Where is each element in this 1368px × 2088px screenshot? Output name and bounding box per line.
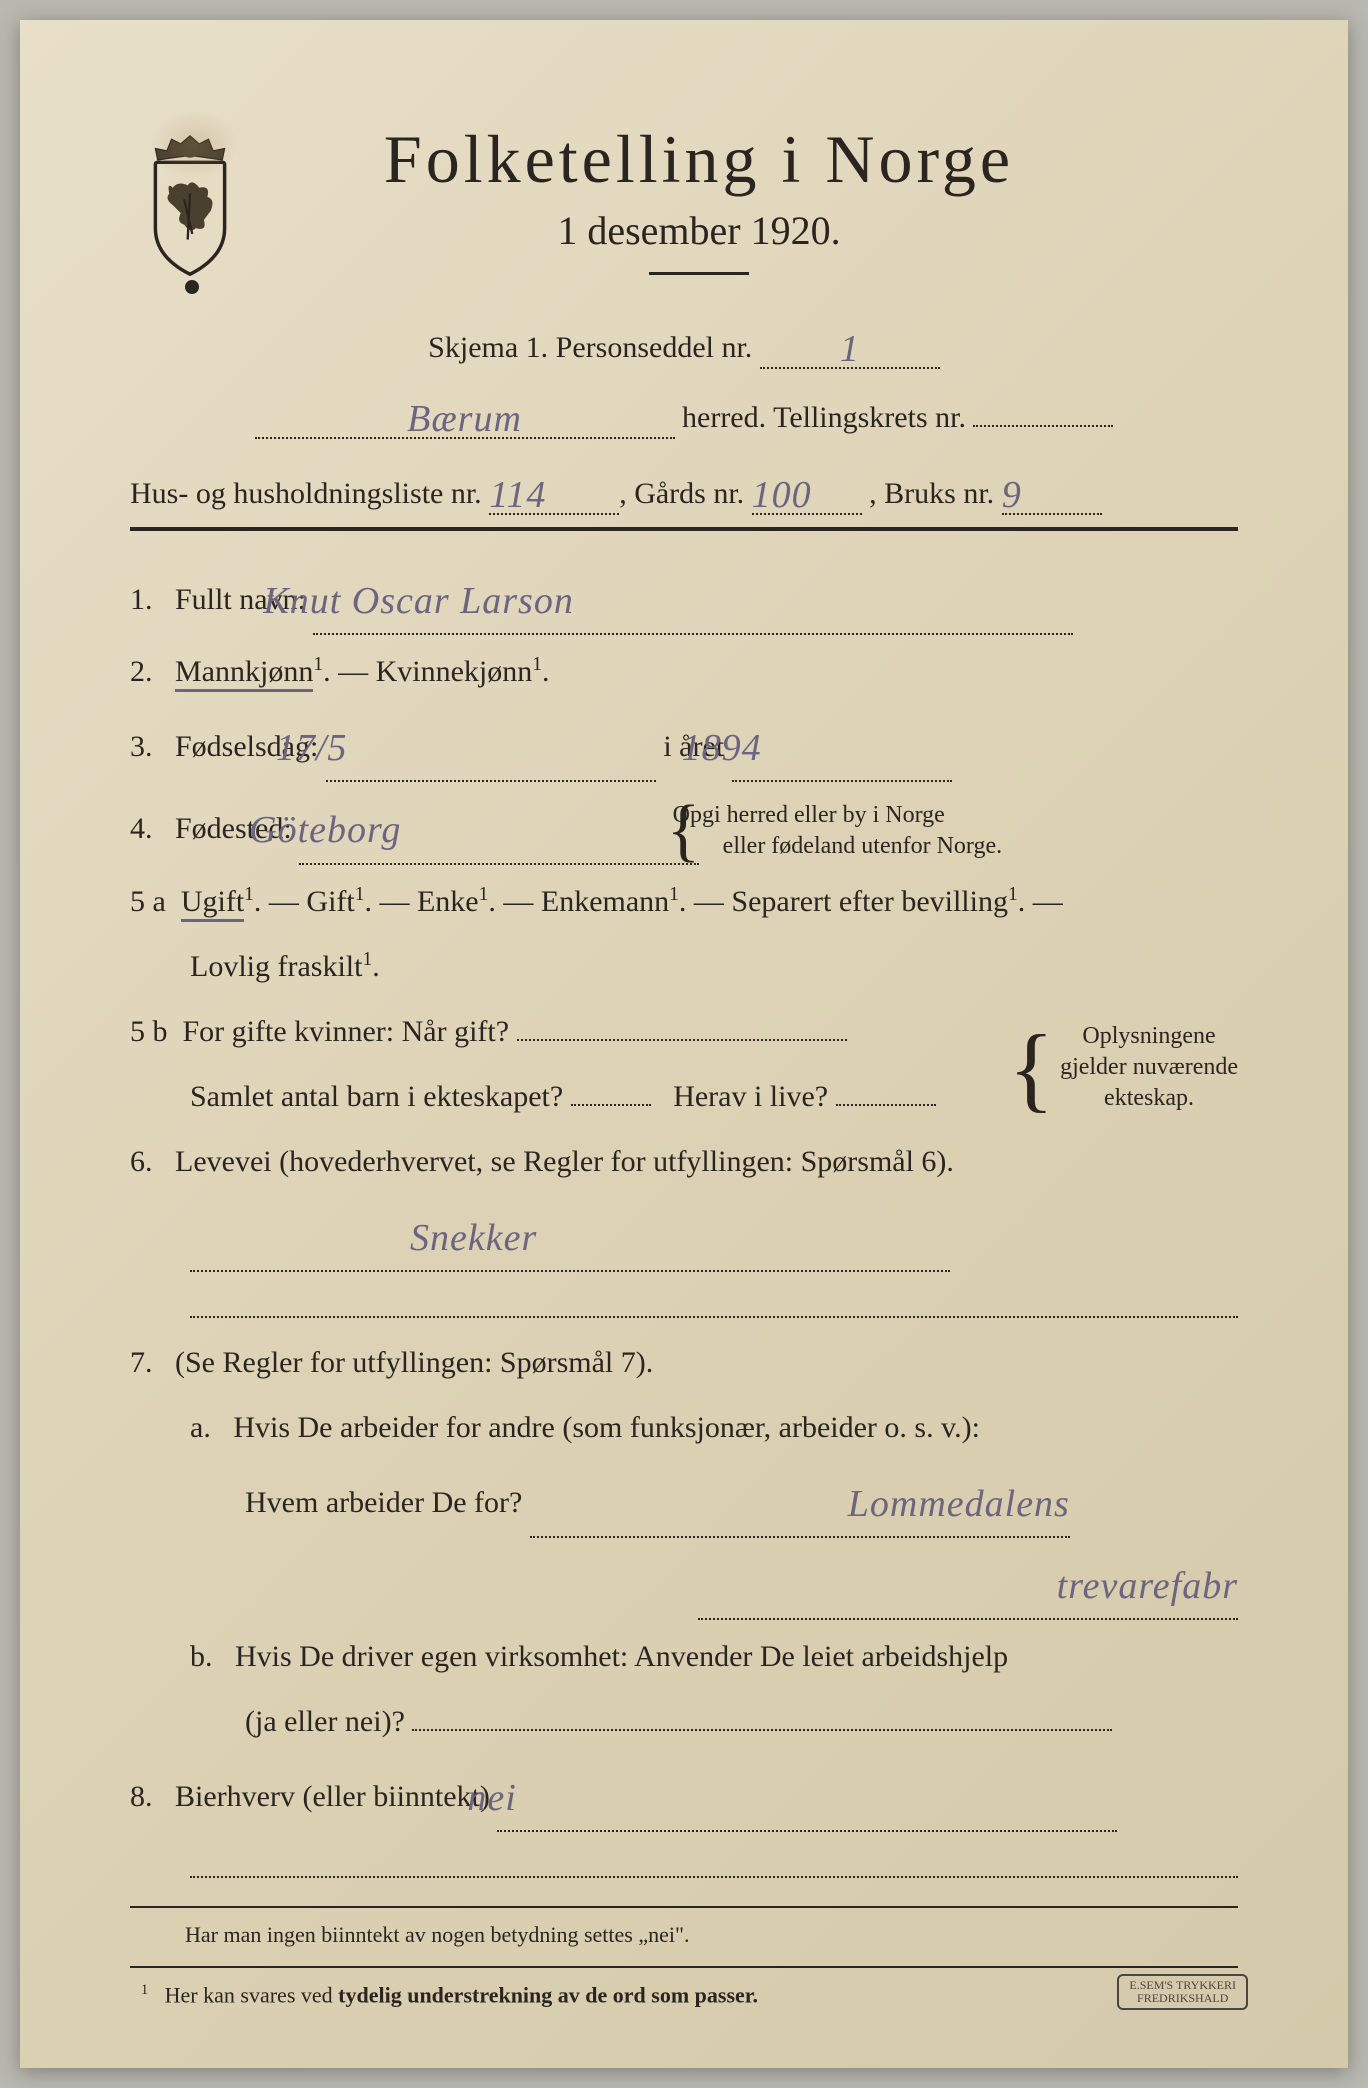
bruks-label: , Bruks nr.: [869, 477, 994, 510]
q7a-line2: Hvem arbeider De for? Lommedalens: [130, 1464, 1238, 1538]
q7b-line2-label: (ja eller nei)?: [245, 1705, 405, 1738]
q8: 8. Bierhverv (eller biinntekt) nei: [130, 1758, 1238, 1832]
q5b-line1a: For gifte kvinner: Når gift?: [183, 1015, 510, 1048]
q4-note1: Opgi herred eller by i Norge: [673, 802, 945, 828]
header: Folketelling i Norge 1 desember 1920.: [130, 120, 1238, 303]
bruks-nr: 9: [1002, 474, 1022, 516]
q7-label: (Se Regler for utfyllingen: Spørsmål 7).: [175, 1346, 653, 1379]
q5a-lov: Lovlig fraskilt: [190, 950, 362, 983]
q6-value: Snekker: [190, 1217, 537, 1259]
thick-rule: [130, 527, 1238, 531]
fn-num: 1: [141, 1982, 148, 1998]
q7: 7. (Se Regler for utfyllingen: Spørsmål …: [130, 1334, 1238, 1391]
gards-label: , Gårds nr.: [619, 477, 744, 510]
stamp-line1: E.SEM'S TRYKKERI: [1129, 1978, 1236, 1992]
husliste-nr: 114: [489, 474, 546, 516]
footnote: 1 Her kan svares ved tydelig understrekn…: [130, 1982, 1238, 2008]
q5b-note2: gjelder nuværende: [1060, 1054, 1238, 1080]
thin-rule-2: [130, 1966, 1238, 1968]
q7a-line2-label: Hvem arbeider De for?: [245, 1486, 522, 1519]
q2-num: 2.: [130, 655, 153, 688]
q7b-line2: (ja eller nei)?: [130, 1693, 1238, 1750]
q1-num: 1.: [130, 583, 153, 616]
q5a-ugift: Ugift: [181, 885, 244, 922]
q7b-line1: Hvis De driver egen virksomhet: Anvender…: [235, 1640, 1008, 1673]
herred-label: herred. Tellingskrets nr.: [682, 401, 966, 434]
q5a-gift: Gift: [306, 885, 354, 918]
q1: 1. Fullt navn: Knut Oscar Larson: [130, 561, 1238, 635]
q7-num: 7.: [130, 1346, 153, 1379]
herred-line: Bærum herred. Tellingskrets nr.: [130, 393, 1238, 439]
q5b-note3: ekteskap.: [1104, 1085, 1194, 1111]
subtitle: 1 desember 1920.: [280, 207, 1118, 254]
main-title: Folketelling i Norge: [280, 120, 1118, 199]
paper-stain: [150, 110, 240, 180]
q2-mann: Mannkjønn: [175, 655, 313, 692]
q7b-label: b.: [190, 1640, 213, 1673]
personseddel-nr: 1: [840, 328, 860, 370]
husliste-prefix: Hus- og husholdningsliste nr.: [130, 477, 482, 510]
q3-num: 3.: [130, 730, 153, 763]
q4-note: { Opgi herred eller by i Norge eller fød…: [717, 800, 1002, 862]
q7a-value1: Lommedalens: [848, 1483, 1070, 1525]
q7b: b. Hvis De driver egen virksomhet: Anven…: [130, 1628, 1238, 1685]
q7a: a. Hvis De arbeider for andre (som funks…: [130, 1399, 1238, 1456]
husliste-line: Hus- og husholdningsliste nr. 114 , Gårds…: [130, 469, 1238, 515]
q5b-note1: Oplysningene: [1082, 1023, 1215, 1049]
title-divider: [649, 272, 749, 275]
printer-stamp: E.SEM'S TRYKKERI FREDRIKSHALD: [1117, 1974, 1248, 2010]
herred-value: Bærum: [407, 398, 522, 440]
title-block: Folketelling i Norge 1 desember 1920.: [280, 120, 1238, 303]
gards-nr: 100: [752, 474, 812, 516]
q5a-num: 5 a: [130, 885, 166, 918]
q8-label: Bierhverv (eller biinntekt): [175, 1780, 490, 1813]
q6-num: 6.: [130, 1145, 153, 1178]
q7a-value2: trevarefabr: [1057, 1565, 1238, 1607]
q1-value: Knut Oscar Larson: [263, 580, 574, 622]
q5b-line2b: Herav i live?: [673, 1080, 828, 1113]
q5a-enke: Enke: [417, 885, 479, 918]
q4-note2: eller fødeland utenfor Norge.: [723, 833, 1002, 859]
q4: 4. Fødested: Göteborg { Opgi herred elle…: [130, 790, 1238, 864]
q5a: 5 a Ugift1. — Gift1. — Enke1. — Enkemann…: [130, 873, 1238, 930]
q2: 2. Mannkjønn1. — Kvinnekjønn1.: [130, 643, 1238, 700]
q5b: 5 b For gifte kvinner: Når gift? Samlet …: [130, 1003, 1238, 1133]
q4-value: Göteborg: [249, 809, 401, 851]
skjema-label: Skjema 1. Personseddel nr.: [428, 331, 752, 364]
q5b-line2a: Samlet antal barn i ekteskapet?: [190, 1080, 563, 1113]
footer-note1: Har man ingen biinntekt av nogen betydni…: [130, 1922, 1238, 1948]
fn-bold: tydelig understrekning av de ord som pas…: [338, 1983, 758, 2008]
q5a-enkemann: Enkemann: [541, 885, 669, 918]
q5b-note: { Oplysningene gjelder nuværende ekteska…: [1008, 1021, 1238, 1115]
q6-answer: Snekker: [130, 1198, 1238, 1272]
q3-year: 1894: [682, 727, 762, 769]
q3: 3. Fødselsdag: 17/5 i året 1894: [130, 708, 1238, 782]
thin-rule: [130, 1906, 1238, 1908]
ink-dot: [185, 280, 199, 294]
q3-day: 17/5: [276, 727, 348, 769]
q5a-sep: Separert efter bevilling: [731, 885, 1008, 918]
census-form-page: Folketelling i Norge 1 desember 1920. Sk…: [20, 20, 1348, 2068]
q8-num: 8.: [130, 1780, 153, 1813]
q6-label: Levevei (hovederhvervet, se Regler for u…: [175, 1145, 954, 1178]
q5b-num: 5 b: [130, 1015, 168, 1048]
stamp-line2: FREDRIKSHALD: [1137, 1991, 1228, 2005]
q7a-line3: trevarefabr: [130, 1546, 1238, 1620]
q6-blank: [190, 1288, 1238, 1318]
fn-text: Her kan svares ved: [165, 1983, 339, 2008]
q6: 6. Levevei (hovederhvervet, se Regler fo…: [130, 1133, 1238, 1190]
q4-num: 4.: [130, 812, 153, 845]
q2-kvinne: Kvinnekjønn: [376, 655, 533, 688]
skjema-line: Skjema 1. Personseddel nr. 1: [130, 323, 1238, 369]
q7a-label: a.: [190, 1411, 211, 1444]
q8-blank: [190, 1848, 1238, 1878]
q8-value: nei: [447, 1777, 516, 1819]
q7a-line1: Hvis De arbeider for andre (som funksjon…: [233, 1411, 980, 1444]
q5a-cont: Lovlig fraskilt1.: [130, 938, 1238, 995]
